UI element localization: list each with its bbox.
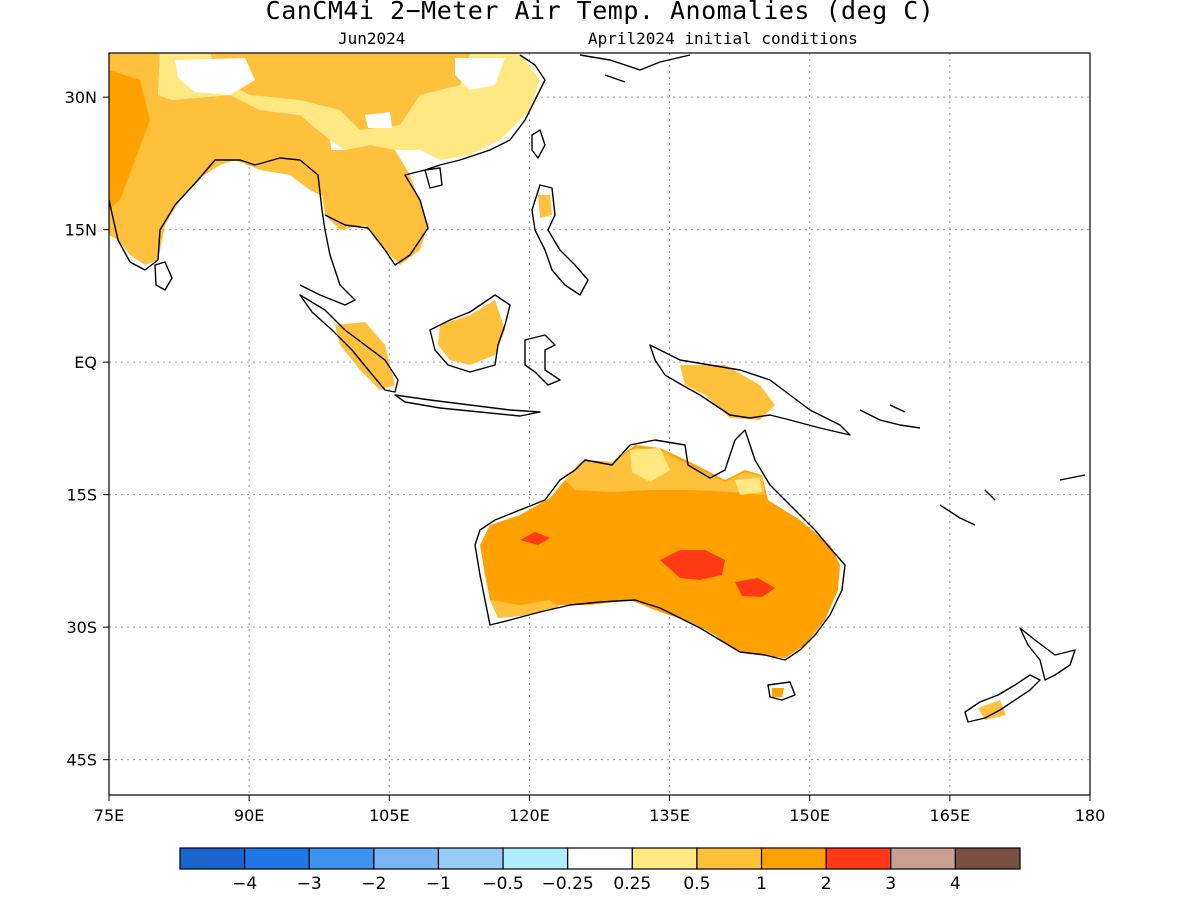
region-white-patch-1 — [175, 58, 255, 95]
colorbar-swatch — [567, 847, 633, 870]
coast-taiwan — [531, 129, 546, 159]
x-axis: 75E 90E 105E 120E 135E 150E 165E 180 — [94, 795, 1106, 825]
colorbar-label: −0.5 — [482, 874, 523, 894]
map-title: CanCM4i 2−Meter Air Temp. Anomalies (deg… — [265, 0, 935, 25]
region-sumatra — [335, 322, 395, 390]
colorbar-swatch — [825, 847, 892, 870]
x-tick-label: 120E — [509, 806, 550, 825]
region-philippines — [538, 195, 552, 218]
region-borneo — [438, 300, 505, 365]
colorbar-label: 0.25 — [613, 874, 651, 894]
hotspot-west — [520, 532, 550, 545]
colorbar-label: −2 — [361, 874, 386, 894]
forecast-month: Jun2024 — [338, 29, 406, 48]
x-tick-label: 150E — [789, 806, 830, 825]
colorbar-swatch — [890, 847, 956, 870]
region-australia-north-pale — [630, 448, 670, 482]
y-tick-label: 15S — [66, 486, 97, 505]
colorbar: −4 −3 −2 −1 −0.5 −0.25 0.25 0.5 1 2 3 4 — [179, 847, 1021, 894]
coast-hainan — [424, 167, 443, 189]
y-tick-label: 15N — [65, 221, 97, 240]
region-new-guinea — [680, 365, 775, 420]
region-australia-ne-pale — [735, 478, 762, 495]
map-area — [109, 53, 1090, 795]
colorbar-swatch — [373, 847, 440, 870]
x-tick-label: 135E — [649, 806, 690, 825]
region-india-darker — [109, 70, 150, 210]
colorbar-label: 3 — [885, 874, 896, 894]
colorbar-swatch — [308, 847, 375, 870]
hotspot-central — [660, 550, 725, 580]
x-tick-label: 105E — [369, 806, 410, 825]
x-tick-label: 180 — [1075, 806, 1106, 825]
coast-asia-mainland — [299, 54, 546, 306]
coastlines — [109, 54, 1086, 723]
coast-borneo — [429, 294, 511, 373]
colorbar-swatch — [502, 847, 569, 870]
region-white-patch-3 — [365, 112, 392, 128]
coast-solomons — [859, 404, 921, 429]
coast-philippines — [531, 184, 589, 296]
anomaly-shading — [109, 53, 1006, 720]
colorbar-label: 2 — [821, 874, 832, 894]
colorbar-swatch — [179, 847, 246, 870]
colorbar-label: 0.5 — [683, 874, 710, 894]
x-tick-label: 75E — [94, 806, 124, 825]
region-australia-sw-light — [490, 600, 560, 618]
initial-conditions: April2024 initial conditions — [588, 29, 858, 48]
region-nz — [978, 700, 1006, 720]
hotspot-east — [735, 578, 775, 597]
colorbar-swatch — [696, 847, 763, 870]
y-tick-label: EQ — [74, 353, 97, 372]
colorbar-label: −1 — [426, 874, 451, 894]
region-indochina — [315, 145, 428, 265]
region-tasmania — [772, 688, 784, 697]
coast-vanuatu-fiji — [939, 474, 1086, 526]
colorbar-label: −3 — [297, 874, 322, 894]
coast-nz-south — [964, 674, 1041, 723]
coast-india — [109, 157, 301, 271]
colorbar-swatch — [760, 847, 827, 870]
coast-srilanka — [154, 261, 173, 291]
colorbar-label: 1 — [756, 874, 767, 894]
y-axis: 30N 15N EQ 15S 30S 45S — [65, 88, 109, 770]
coast-new-guinea — [649, 344, 851, 436]
colorbar-swatch — [631, 847, 698, 870]
colorbar-swatch — [244, 847, 310, 870]
coast-japan-ryukyu — [579, 54, 691, 83]
region-india — [109, 53, 335, 265]
region-white-patch-2 — [455, 58, 505, 90]
colorbar-label: 4 — [950, 874, 961, 894]
coast-tasmania — [767, 681, 796, 701]
coast-australia — [474, 429, 846, 661]
colorbar-swatch — [437, 847, 504, 870]
coast-sumatra — [299, 294, 399, 393]
plot-frame — [108, 52, 1091, 796]
colorbar-swatch — [954, 847, 1021, 870]
y-tick-label: 30N — [65, 88, 97, 107]
coast-nz-north — [1019, 627, 1076, 681]
y-tick-label: 30S — [66, 618, 97, 637]
colorbar-label: −4 — [232, 874, 257, 894]
region-china-orange — [210, 53, 470, 130]
y-tick-label: 45S — [66, 751, 97, 770]
coast-java — [394, 394, 541, 417]
colorbar-label: −0.25 — [542, 874, 594, 894]
x-tick-label: 90E — [234, 806, 264, 825]
x-tick-label: 165E — [930, 806, 971, 825]
coast-sulawesi — [524, 334, 561, 386]
